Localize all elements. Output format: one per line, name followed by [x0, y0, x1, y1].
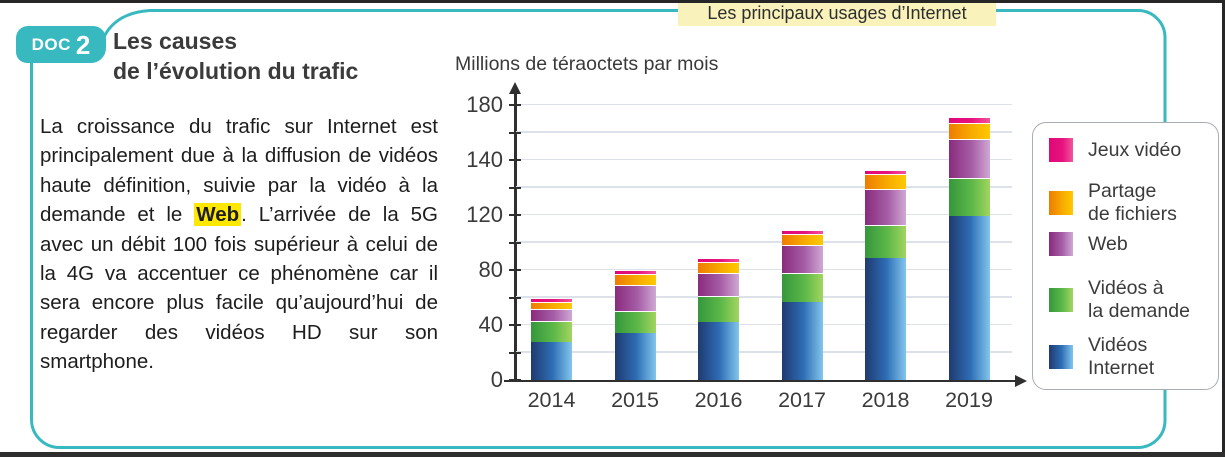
- bar-segment-partage: [531, 301, 572, 309]
- y-tick-label: 180: [466, 92, 503, 117]
- y-tick-label: 0: [490, 367, 503, 392]
- doc-badge-label: DOC: [31, 34, 71, 54]
- body-text-post: . L’arrivée de la 5G avec un débit 100 f…: [40, 203, 438, 374]
- x-tick-label: 2018: [861, 388, 910, 412]
- y-axis-tick: [508, 241, 521, 244]
- legend-swatch-videos-internet: [1049, 344, 1073, 369]
- y-tick-label: 80: [478, 257, 503, 282]
- y-axis-tick: [508, 159, 521, 161]
- gridline: [516, 296, 1012, 298]
- bar-segment-partage: [781, 234, 823, 246]
- bar-segment-vod: [948, 177, 990, 217]
- x-tick-label: 2014: [527, 388, 576, 412]
- bar-segment-vod: [698, 296, 739, 323]
- legend-swatch-jeux: [1049, 138, 1073, 162]
- gridline: [516, 131, 1012, 133]
- gridline: [516, 351, 1012, 353]
- y-axis-arrowhead: [509, 82, 521, 94]
- gridline: [516, 241, 1012, 243]
- doc-badge-number: 2: [75, 29, 91, 60]
- body-paragraph: La croissance du trafic sur Internet est…: [40, 112, 438, 377]
- legend-swatch-web: [1049, 232, 1073, 256]
- y-axis-tick: [508, 214, 521, 216]
- y-axis-title: Millions de téraoctets par mois: [455, 53, 719, 75]
- gridline: [516, 268, 1012, 270]
- bar-2018: [865, 169, 906, 380]
- gridline: [516, 323, 1012, 325]
- bar-segment-partage: [948, 122, 990, 140]
- legend-item-web: Web: [1049, 232, 1128, 256]
- plot-area: [516, 95, 1012, 382]
- bar-segment-videos-internet: [948, 216, 990, 380]
- legend-item-videos-internet: Vidéos Internet: [1049, 334, 1154, 379]
- bar-segment-vod: [865, 224, 906, 258]
- x-tick-label: 2015: [611, 388, 659, 412]
- chart-title-text: Les principaux usages d’Internet: [707, 2, 967, 23]
- bar-segment-web: [948, 139, 990, 178]
- bar-segment-videos-internet: [781, 301, 823, 380]
- bar-2016: [698, 257, 739, 380]
- bar-2015: [614, 270, 656, 380]
- legend-item-jeux: Jeux vidéo: [1049, 138, 1181, 162]
- gridline: [516, 213, 1012, 215]
- bar-segment-vod: [614, 311, 656, 334]
- bar-2019: [948, 117, 990, 380]
- legend-label: Vidéos Internet: [1088, 334, 1155, 379]
- legend-label: Partage de fichiers: [1088, 180, 1177, 225]
- bar-2014: [531, 297, 572, 380]
- web-highlight: Web: [194, 203, 242, 227]
- bar-segment-vod: [781, 272, 823, 302]
- x-tick-label: 2017: [778, 388, 826, 412]
- doc-title: Les causes de l’évolution du trafic: [113, 26, 358, 86]
- bar-segment-videos-internet: [614, 333, 656, 380]
- legend-label: Web: [1088, 232, 1128, 255]
- bar-segment-web: [698, 272, 739, 297]
- y-axis-tick: [508, 269, 521, 271]
- legend-item-partage: Partage de fichiers: [1049, 180, 1177, 225]
- y-tick-label: 40: [478, 312, 503, 337]
- chart-title-box: Les principaux usages d’Internet: [678, 0, 996, 26]
- y-tick-label: 140: [466, 147, 503, 172]
- y-axis-tick: [508, 104, 521, 106]
- legend-label: Vidéos à la demande: [1088, 277, 1190, 322]
- gridline: [516, 158, 1012, 160]
- page-edge-top: [0, 0, 1225, 3]
- bar-segment-partage: [865, 173, 906, 189]
- x-tick-label: 2019: [945, 388, 993, 412]
- bar-segment-partage: [614, 274, 656, 286]
- bar-segment-web: [781, 245, 823, 273]
- bar-segment-partage: [698, 261, 739, 273]
- y-axis-tick: [508, 351, 521, 354]
- y-axis-tick: [508, 186, 521, 189]
- bar-2017: [781, 230, 823, 380]
- y-axis-tick: [508, 296, 521, 299]
- bar-segment-web: [614, 285, 656, 312]
- bar-segment-videos-internet: [865, 257, 906, 380]
- x-tick-label: 2016: [694, 388, 743, 412]
- y-axis-tick: [508, 379, 521, 381]
- bar-segment-videos-internet: [531, 341, 572, 380]
- x-axis-arrowhead: [1015, 374, 1027, 387]
- bar-segment-videos-internet: [698, 322, 739, 380]
- doc-badge: DOC 2: [16, 26, 106, 63]
- bar-segment-web: [865, 188, 906, 225]
- legend-label: Jeux vidéo: [1088, 138, 1182, 161]
- page-edge-right: [1222, 0, 1225, 457]
- legend-item-vod: Vidéos à la demande: [1049, 277, 1190, 322]
- bar-segment-web: [531, 308, 572, 321]
- y-axis-tick: [508, 324, 521, 326]
- doc-title-line2: de l’évolution du trafic: [113, 58, 359, 84]
- y-axis-tick: [508, 131, 521, 134]
- bar-segment-vod: [531, 320, 572, 342]
- gridline: [516, 103, 1012, 105]
- legend-swatch-partage: [1049, 190, 1073, 215]
- y-tick-label: 120: [466, 202, 503, 227]
- gridline: [516, 186, 1012, 188]
- doc-title-line1: Les causes: [113, 28, 238, 54]
- page-edge-bottom: [0, 452, 1225, 457]
- legend-swatch-vod: [1049, 287, 1073, 312]
